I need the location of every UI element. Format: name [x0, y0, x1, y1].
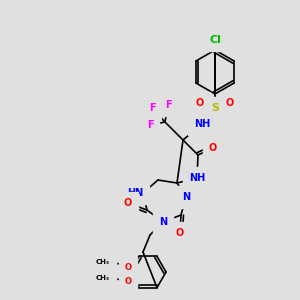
Text: CH₃: CH₃: [96, 275, 110, 281]
Text: F: F: [149, 103, 155, 113]
Text: O: O: [124, 278, 131, 286]
Text: CH₃: CH₃: [96, 259, 110, 265]
Text: O: O: [209, 143, 217, 153]
Text: N: N: [182, 192, 190, 202]
Text: N: N: [159, 217, 167, 227]
Text: Cl: Cl: [209, 35, 221, 45]
Text: O: O: [124, 198, 132, 208]
Text: NH: NH: [189, 173, 205, 183]
Text: HN: HN: [127, 188, 143, 198]
Text: O: O: [176, 228, 184, 238]
Text: F: F: [147, 120, 153, 130]
Text: F: F: [165, 100, 171, 110]
Text: O: O: [226, 98, 234, 108]
Text: O: O: [196, 98, 204, 108]
Text: NH: NH: [194, 119, 210, 129]
Text: O: O: [124, 262, 131, 272]
Text: S: S: [211, 103, 219, 113]
